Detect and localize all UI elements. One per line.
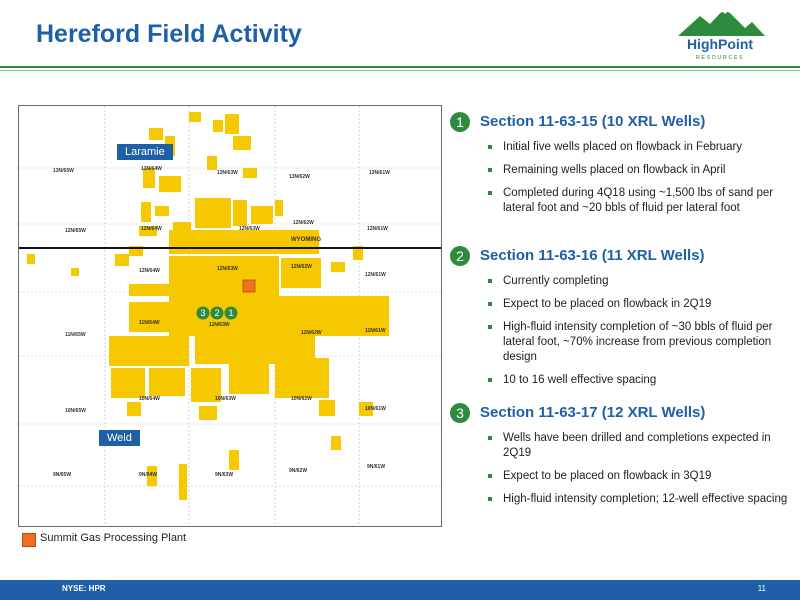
township-label: 10N/64W <box>139 396 160 402</box>
marker-3: 3 <box>200 308 205 318</box>
bullet-item: Remaining wells placed on flowback in Ap… <box>488 163 788 178</box>
page-title: Hereford Field Activity <box>36 20 302 48</box>
township-label: 12N/61W <box>365 272 386 278</box>
township-label: 12N/63W <box>239 226 260 232</box>
township-label: 12N/63W <box>217 266 238 272</box>
township-label: 10N/65W <box>65 408 86 414</box>
acreage-map-drawing: 3 2 1 <box>19 106 441 526</box>
township-label: 12N/64W <box>139 268 160 274</box>
company-logo: HighPoint RESOURCES <box>670 6 770 68</box>
bullet-list: Initial five wells placed on flowback in… <box>488 140 788 224</box>
township-label: 10N/61W <box>365 406 386 412</box>
well-section-markers: 3 2 1 <box>196 306 238 320</box>
marker-1: 1 <box>228 308 233 318</box>
marker-2: 2 <box>214 308 219 318</box>
bullet-item: Initial five wells placed on flowback in… <box>488 140 788 155</box>
section-number: 1 <box>450 112 470 132</box>
bullet-item: High-fluid intensity completion; 12-well… <box>488 492 788 507</box>
footer-bar: NYSE: HPR 11 <box>0 580 800 600</box>
township-label: 9N/64W <box>139 472 158 478</box>
township-label: 12N/61W <box>367 226 388 232</box>
logo-name: HighPoint <box>686 36 754 52</box>
township-label: 10N/62W <box>291 396 312 402</box>
bullet-item: Expect to be placed on flowback in 2Q19 <box>488 297 788 312</box>
township-label: 11N/65W <box>65 332 86 338</box>
bullet-item: Completed during 4Q18 using ~1,500 lbs o… <box>488 186 788 216</box>
township-label: 13N/62W <box>289 174 310 180</box>
township-label: 13N/63W <box>217 170 238 176</box>
township-label: 13N/65W <box>53 168 74 174</box>
township-label: 9N/63W <box>215 472 234 478</box>
township-label: 12N/62W <box>293 220 314 226</box>
township-label: 13N/64W <box>141 166 162 172</box>
section-title: Section 11-63-16 (11 XRL Wells) <box>480 247 705 264</box>
bullet-item: Currently completing <box>488 274 788 289</box>
acreage-map: 3 2 1 Laramie Weld WYOMING 13N/65W 13N/6… <box>18 105 442 527</box>
township-label: 11N/64W <box>139 320 160 326</box>
township-label: 9N/62W <box>289 468 308 474</box>
bullet-list: Wells have been drilled and completions … <box>488 431 788 515</box>
township-label: 13N/61W <box>369 170 390 176</box>
section-title: Section 11-63-17 (12 XRL Wells) <box>480 404 706 421</box>
section-number: 3 <box>450 403 470 423</box>
section-number: 2 <box>450 246 470 266</box>
township-label: 12N/62W <box>291 264 312 270</box>
bullet-item: High-fluid intensity completion of ~30 b… <box>488 320 788 365</box>
township-label: 12N/64W <box>141 226 162 232</box>
township-label: 12N/65W <box>65 228 86 234</box>
township-label: 11N/63W <box>209 322 230 328</box>
title-rule-thin <box>0 70 800 71</box>
township-label: 9N/61W <box>367 464 386 470</box>
legend-label: Summit Gas Processing Plant <box>40 532 187 544</box>
section-title: Section 11-63-15 (10 XRL Wells) <box>480 113 706 130</box>
bullet-item: Wells have been drilled and completions … <box>488 431 788 461</box>
legend-swatch <box>22 533 36 547</box>
county-label-laramie: Laramie <box>117 144 173 160</box>
bullet-item: 10 to 16 well effective spacing <box>488 373 788 388</box>
bullet-list: Currently completing Expect to be placed… <box>488 274 788 396</box>
state-label: WYOMING <box>291 237 321 243</box>
county-label-weld: Weld <box>99 430 140 446</box>
logo-subtitle: RESOURCES <box>695 55 745 61</box>
page-number: 11 <box>757 584 766 593</box>
mountain-icon <box>678 8 765 36</box>
township-label: 11N/62W <box>301 330 322 336</box>
township-label: 11N/61W <box>365 328 386 334</box>
gas-plant-marker <box>242 279 256 293</box>
title-rule <box>0 66 800 68</box>
bullet-item: Expect to be placed on flowback in 3Q19 <box>488 469 788 484</box>
township-label: 9N/65W <box>53 472 72 478</box>
township-label: 10N/63W <box>215 396 236 402</box>
ticker-label: NYSE: HPR <box>62 584 106 593</box>
